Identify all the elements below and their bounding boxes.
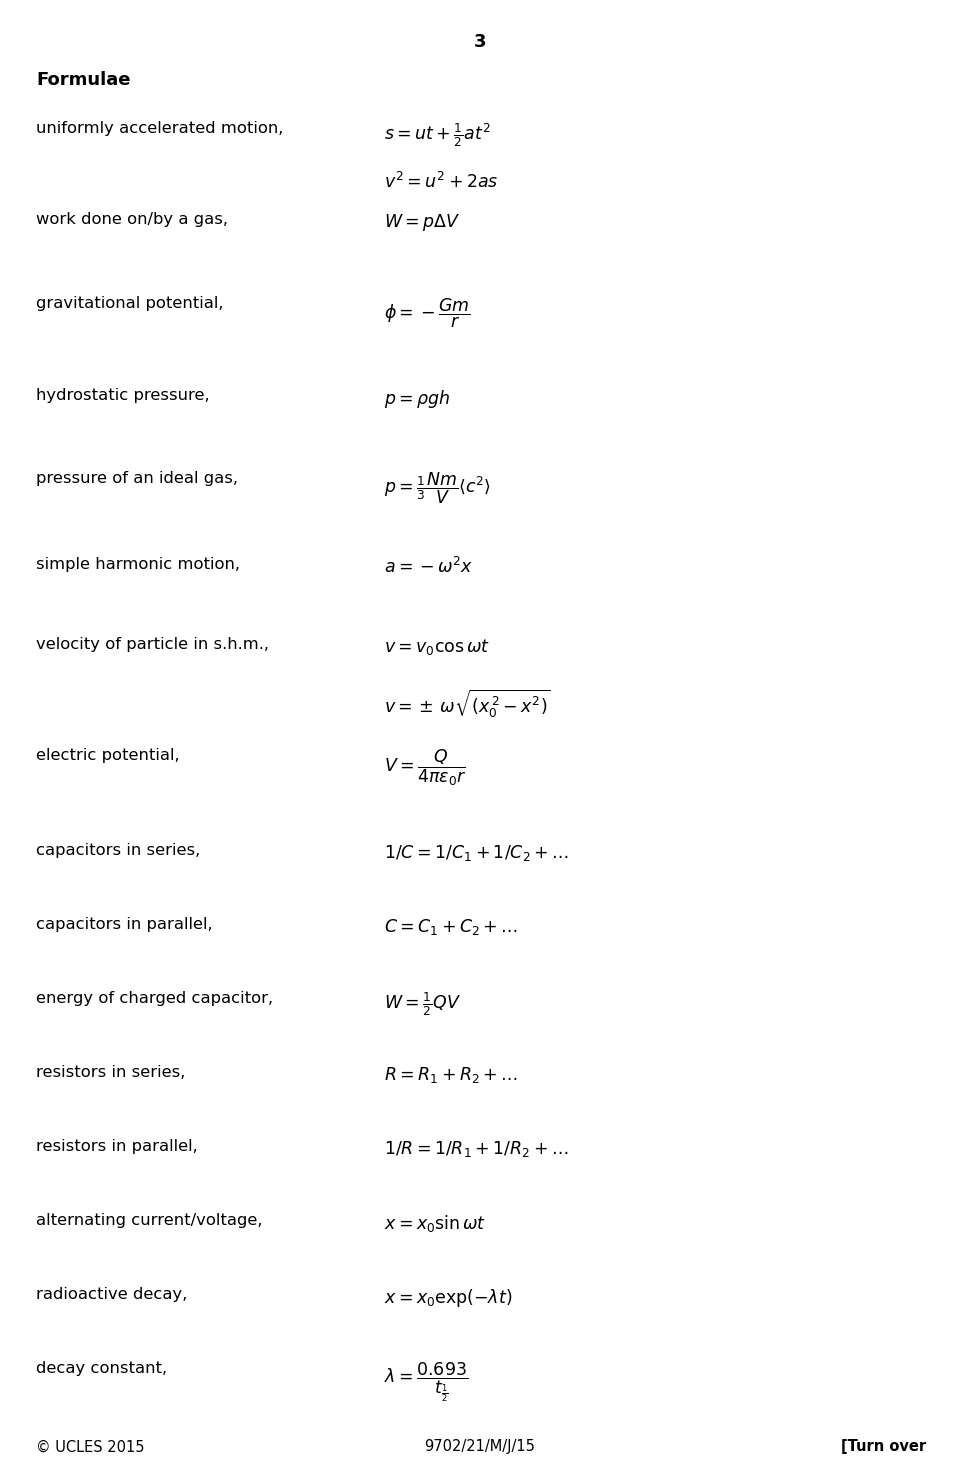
Text: © UCLES 2015: © UCLES 2015 [36,1440,145,1454]
Text: $W = p\Delta V$: $W = p\Delta V$ [384,212,460,233]
Text: simple harmonic motion,: simple harmonic motion, [36,557,240,572]
Text: $\lambda = \dfrac{0.693}{t_{\frac{1}{2}}}$: $\lambda = \dfrac{0.693}{t_{\frac{1}{2}}… [384,1361,468,1404]
Text: [Turn over: [Turn over [841,1440,926,1454]
Text: $x = x_0 \exp(-\lambda t)$: $x = x_0 \exp(-\lambda t)$ [384,1287,513,1309]
Text: uniformly accelerated motion,: uniformly accelerated motion, [36,121,284,136]
Text: work done on/by a gas,: work done on/by a gas, [36,212,228,227]
Text: $1/R = 1/R_1 + 1/R_2 + \ldots$: $1/R = 1/R_1 + 1/R_2 + \ldots$ [384,1139,568,1160]
Text: resistors in series,: resistors in series, [36,1065,186,1080]
Text: 3: 3 [473,33,487,50]
Text: $V = \dfrac{Q}{4\pi\varepsilon_0 r}$: $V = \dfrac{Q}{4\pi\varepsilon_0 r}$ [384,748,467,788]
Text: radioactive decay,: radioactive decay, [36,1287,188,1302]
Text: alternating current/voltage,: alternating current/voltage, [36,1213,263,1228]
Text: $v = v_0 \cos \omega t$: $v = v_0 \cos \omega t$ [384,637,491,658]
Text: $p = \frac{1}{3}\dfrac{Nm}{V}\langle c^2\rangle$: $p = \frac{1}{3}\dfrac{Nm}{V}\langle c^2… [384,471,491,507]
Text: $v^2 = u^2 + 2as$: $v^2 = u^2 + 2as$ [384,172,498,193]
Text: $W = \frac{1}{2}QV$: $W = \frac{1}{2}QV$ [384,991,461,1019]
Text: 9702/21/M/J/15: 9702/21/M/J/15 [424,1440,536,1454]
Text: electric potential,: electric potential, [36,748,180,763]
Text: capacitors in series,: capacitors in series, [36,843,201,857]
Text: $1/C = 1/C_1 + 1/C_2 + \ldots$: $1/C = 1/C_1 + 1/C_2 + \ldots$ [384,843,569,863]
Text: capacitors in parallel,: capacitors in parallel, [36,917,213,932]
Text: gravitational potential,: gravitational potential, [36,296,224,311]
Text: $a = -\omega^2 x$: $a = -\omega^2 x$ [384,557,473,578]
Text: $C = C_1 + C_2 + \ldots$: $C = C_1 + C_2 + \ldots$ [384,917,518,937]
Text: $x = x_0 \sin \omega t$: $x = x_0 \sin \omega t$ [384,1213,486,1234]
Text: energy of charged capacitor,: energy of charged capacitor, [36,991,274,1006]
Text: $p = \rho gh$: $p = \rho gh$ [384,388,450,410]
Text: $v = \pm\,\omega\sqrt{(x_0^{\,2} - x^2)}$: $v = \pm\,\omega\sqrt{(x_0^{\,2} - x^2)}… [384,687,551,720]
Text: resistors in parallel,: resistors in parallel, [36,1139,198,1154]
Text: Formulae: Formulae [36,71,131,89]
Text: hydrostatic pressure,: hydrostatic pressure, [36,388,210,403]
Text: velocity of particle in s.h.m.,: velocity of particle in s.h.m., [36,637,270,652]
Text: $\phi = -\dfrac{Gm}{r}$: $\phi = -\dfrac{Gm}{r}$ [384,296,470,330]
Text: pressure of an ideal gas,: pressure of an ideal gas, [36,471,238,486]
Text: $R = R_1 + R_2 + \ldots$: $R = R_1 + R_2 + \ldots$ [384,1065,518,1086]
Text: $s = ut + \frac{1}{2}at^2$: $s = ut + \frac{1}{2}at^2$ [384,121,491,150]
Text: decay constant,: decay constant, [36,1361,168,1376]
